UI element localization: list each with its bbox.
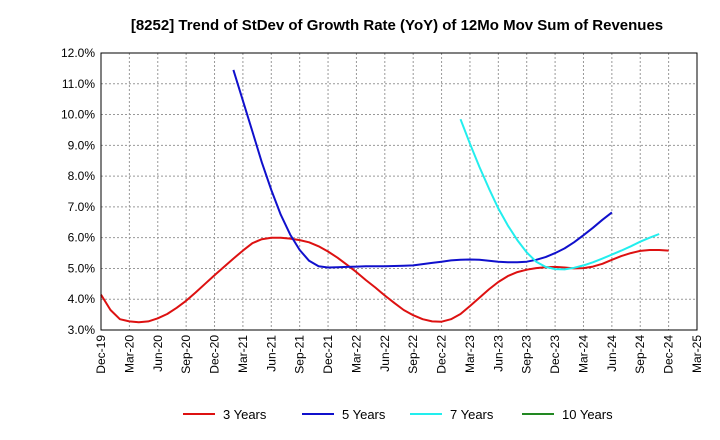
x-tick-label: Dec-21 <box>321 335 335 374</box>
y-tick-label: 7.0% <box>68 200 96 214</box>
x-tick-label: Dec-23 <box>548 335 562 374</box>
x-tick-label: Jun-22 <box>378 335 392 372</box>
series-line-5-years <box>232 69 613 269</box>
legend-label: 10 Years <box>562 407 613 422</box>
y-tick-label: 4.0% <box>68 292 96 306</box>
y-tick-label: 8.0% <box>68 169 96 183</box>
x-tick-label: Sep-20 <box>179 335 193 374</box>
legend-label: 5 Years <box>342 407 386 422</box>
x-tick-label: Mar-20 <box>122 335 136 373</box>
x-tick-label: Dec-22 <box>435 335 449 374</box>
x-tick-label: Jun-21 <box>264 335 278 372</box>
x-tick-label: Sep-23 <box>520 335 534 374</box>
series-layer <box>100 69 669 324</box>
x-tick-label: Mar-24 <box>576 335 590 373</box>
x-axis-ticks: Dec-19 Mar-20 Jun-20 Sep-20 Dec-20 Mar-21 Jun-… <box>94 335 704 374</box>
x-tick-label: Jun-20 <box>151 335 165 372</box>
x-tick-label: Jun-23 <box>491 335 505 372</box>
x-tick-label: Mar-22 <box>349 335 363 373</box>
x-tick-label: Dec-24 <box>662 335 676 374</box>
legend: 3 Years 5 Years 7 Years 10 Years <box>183 407 613 422</box>
y-tick-label: 10.0% <box>61 108 95 122</box>
y-tick-label: 11.0% <box>62 77 95 91</box>
x-tick-label: Mar-21 <box>236 335 250 373</box>
x-tick-label: Mar-25 <box>690 335 704 373</box>
legend-label: 3 Years <box>223 407 267 422</box>
series-line-7-years <box>459 118 660 271</box>
y-tick-label: 12.0% <box>61 46 95 60</box>
y-tick-label: 3.0% <box>68 323 96 337</box>
y-axis-ticks: 3.0% 4.0% 5.0% 6.0% 7.0% 8.0% 9.0% 10.0% 11.0% 12… <box>61 46 95 337</box>
y-tick-label: 9.0% <box>68 138 96 152</box>
x-tick-label: Sep-21 <box>293 335 307 374</box>
x-tick-label: Jun-24 <box>605 335 619 372</box>
x-tick-label: Dec-20 <box>208 335 222 374</box>
x-tick-label: Mar-23 <box>463 335 477 373</box>
x-tick-label: Sep-24 <box>633 335 647 374</box>
chart-title: [8252] Trend of StDev of Growth Rate (Yo… <box>131 17 663 34</box>
grid-lines <box>101 53 697 330</box>
x-tick-label: Sep-22 <box>406 335 420 374</box>
y-tick-label: 6.0% <box>68 231 96 245</box>
x-tick-label: Dec-19 <box>94 335 108 374</box>
y-tick-label: 5.0% <box>68 261 96 275</box>
plot-frame <box>100 52 698 331</box>
legend-label: 7 Years <box>450 407 494 422</box>
